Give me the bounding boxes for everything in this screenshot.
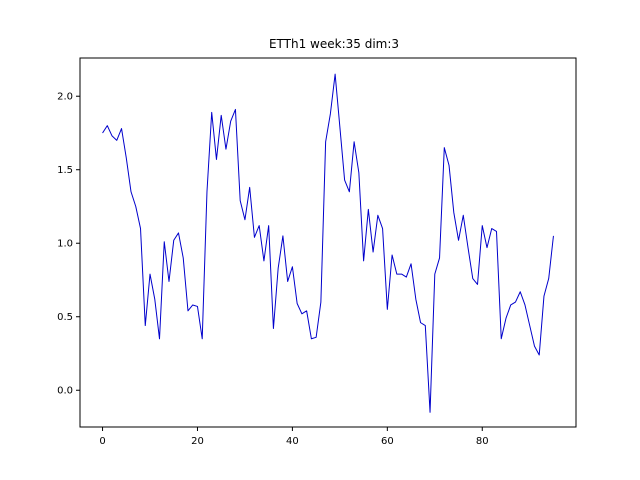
y-tick-label: 1.5 bbox=[57, 165, 73, 176]
y-axis: 0.0 0.5 1.0 1.5 2.0 bbox=[57, 92, 80, 397]
x-tick-label: 60 bbox=[381, 436, 394, 447]
y-tick-label: 2.0 bbox=[57, 92, 73, 103]
x-tick-label: 40 bbox=[286, 436, 299, 447]
axes-frame bbox=[79, 57, 577, 428]
chart-title: ETTh1 week:35 dim:3 bbox=[269, 37, 399, 51]
x-tick-label: 80 bbox=[476, 436, 489, 447]
series-line bbox=[102, 73, 554, 413]
y-tick-label: 0.5 bbox=[57, 312, 73, 323]
x-axis: 0 20 40 60 80 bbox=[99, 427, 489, 447]
y-tick-label: 1.0 bbox=[57, 239, 73, 250]
plot-area bbox=[102, 73, 554, 413]
x-tick-label: 20 bbox=[191, 436, 204, 447]
y-tick-label: 0.0 bbox=[57, 386, 73, 397]
x-tick-label: 0 bbox=[99, 436, 105, 447]
